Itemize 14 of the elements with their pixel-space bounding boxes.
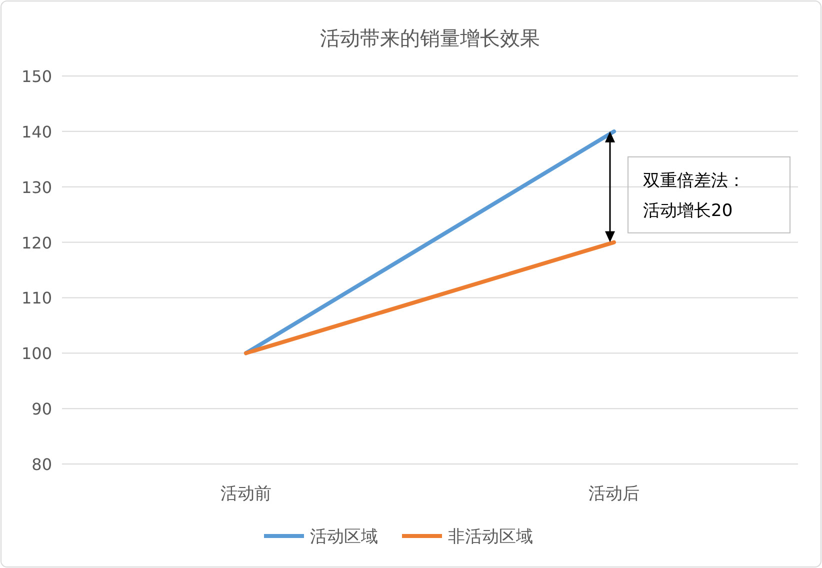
- x-tick-label: 活动后: [588, 484, 640, 504]
- legend-label: 非活动区域: [448, 527, 533, 547]
- y-tick-label: 150: [21, 67, 52, 86]
- annotation: 双重倍差法：活动增长20: [643, 170, 745, 221]
- y-tick-label: 100: [21, 344, 52, 364]
- legend-label: 活动区域: [310, 527, 378, 547]
- y-tick-label: 140: [21, 122, 52, 142]
- y-tick-label: 110: [21, 288, 52, 308]
- x-tick-label: 活动前: [220, 484, 272, 504]
- y-tick-label: 90: [32, 400, 52, 419]
- y-tick-label: 80: [32, 455, 52, 474]
- y-tick-label: 130: [21, 178, 52, 197]
- chart-title: 活动带来的销量增长效果: [320, 26, 540, 50]
- y-tick-label: 120: [21, 233, 52, 252]
